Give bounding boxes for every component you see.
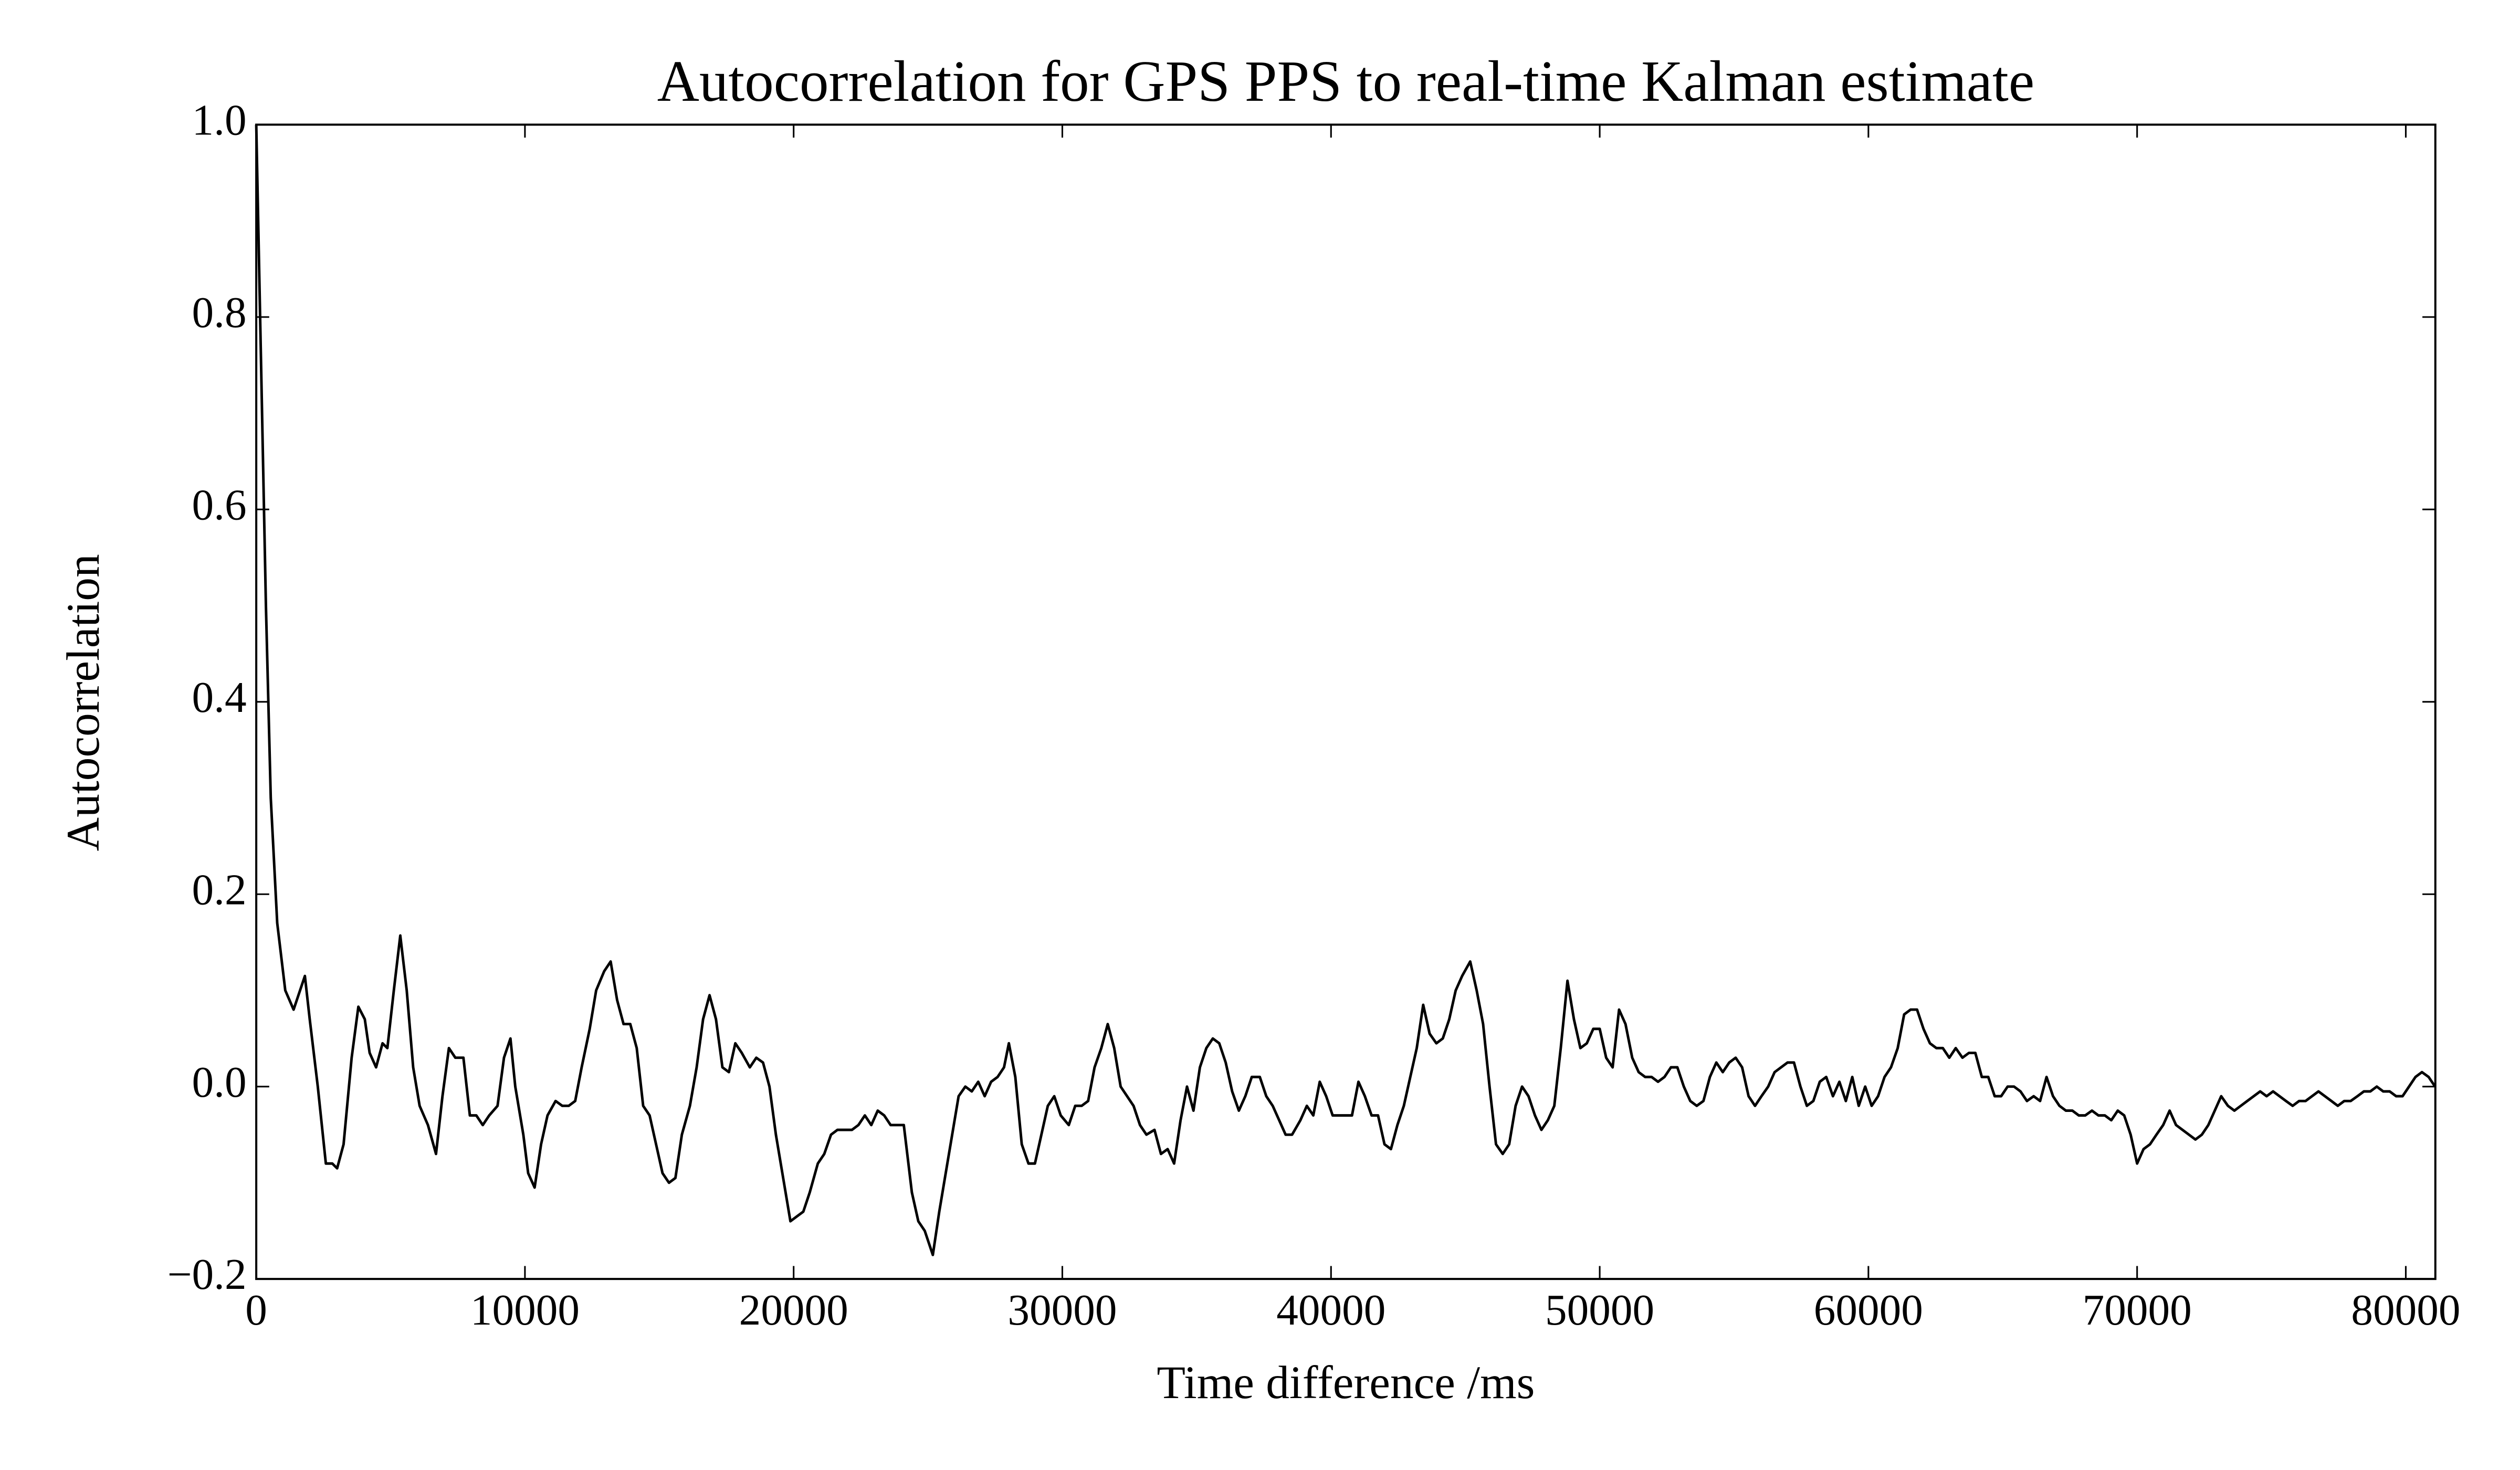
x-tick-label: 70000 [2083,1286,2192,1335]
chart-title: Autocorrelation for GPS PPS to real-time… [657,49,2034,114]
x-tick-label: 0 [245,1286,267,1335]
x-tick-label: 40000 [1276,1286,1385,1335]
y-tick-label: 0.0 [192,1058,247,1107]
x-tick-label: 30000 [1007,1286,1117,1335]
y-tick-label: 0.4 [192,674,247,722]
y-tick-label: 0.6 [192,481,247,529]
x-tick-label: 50000 [1545,1286,1654,1335]
x-tick-label: 10000 [470,1286,580,1335]
y-axis-label: Autocorrelation [57,554,109,851]
plot-frame [255,123,2437,1280]
y-tick-label: 0.8 [192,289,247,337]
data-line [255,124,2437,1256]
y-tick-label: 0.2 [192,866,247,914]
x-tick-label: 60000 [1814,1286,1923,1335]
y-tick-label: 1.0 [192,97,247,145]
y-tick-label: −0.2 [167,1251,247,1299]
x-tick-label: 80000 [2351,1286,2460,1335]
x-tick-label: 20000 [739,1286,848,1335]
x-axis-label: Time difference /ms [1157,1357,1535,1409]
